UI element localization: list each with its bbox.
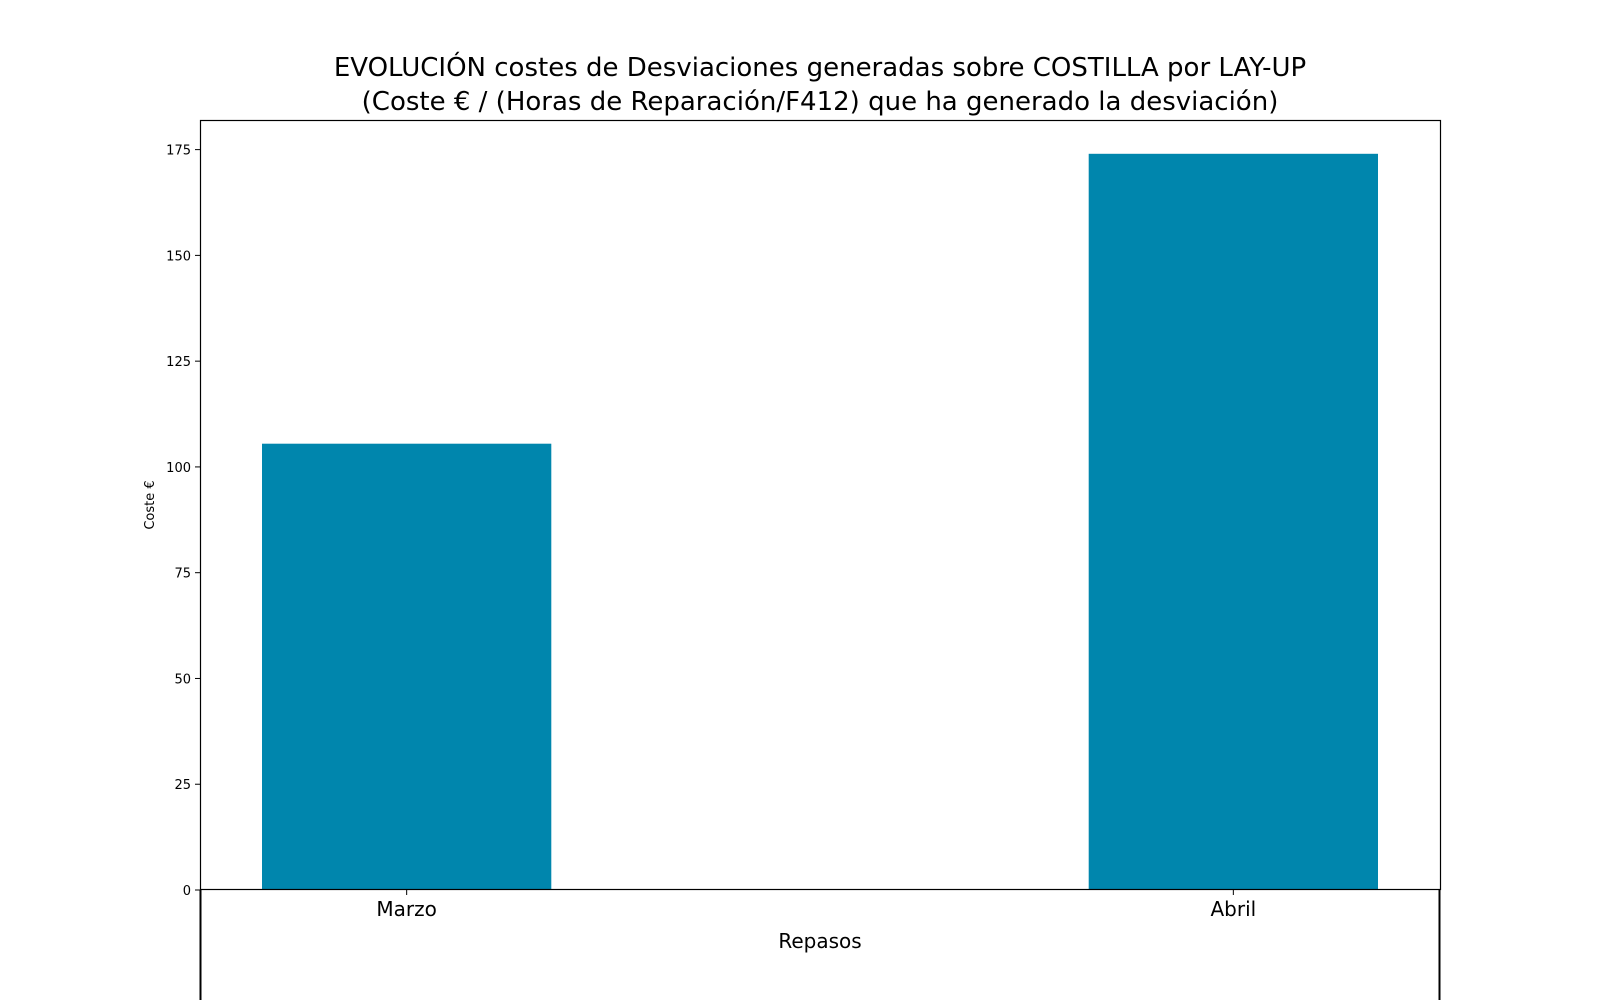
y-tick-label: 25 — [174, 778, 191, 793]
y-tick-label: 50 — [174, 672, 191, 687]
y-axis-label: Coste € — [143, 480, 158, 529]
x-tick-label: Abril — [1210, 897, 1256, 921]
bar-abril — [1088, 153, 1378, 891]
y-tick-label: 0 — [183, 884, 191, 899]
y-tick-label: 125 — [166, 355, 191, 370]
x-axis: Marzo Abril — [376, 890, 1256, 921]
x-axis-label: Repasos — [778, 929, 861, 953]
plot-frame — [199, 119, 1442, 891]
bar-marzo — [262, 443, 552, 890]
chart-title-line1: EVOLUCIÓN costes de Desviaciones generad… — [334, 51, 1306, 83]
chart-title-line2: (Coste € / (Horas de Reparación/F412) qu… — [362, 87, 1279, 117]
y-tick-label: 75 — [174, 567, 191, 582]
bars-group — [262, 153, 1378, 891]
x-tick-label: Marzo — [376, 897, 436, 921]
y-tick-label: 100 — [166, 461, 191, 476]
lower-frame — [199, 889, 1441, 1000]
y-tick-label: 175 — [166, 144, 191, 159]
y-tick-label: 150 — [166, 249, 191, 264]
y-axis: 0 25 50 75 100 125 150 175 — [166, 144, 200, 899]
